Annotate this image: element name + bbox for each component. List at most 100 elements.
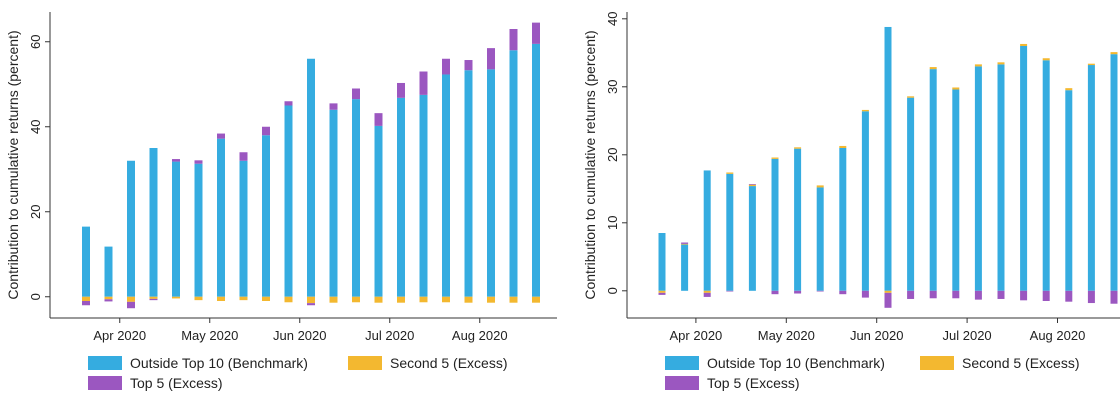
legend-label-second5: Second 5 (Excess)	[962, 355, 1080, 371]
y-axis-title: Contribution to cumulative returns (perc…	[582, 30, 598, 299]
x-tick-label: Jul 2020	[943, 328, 992, 343]
bar-benchmark	[748, 186, 756, 291]
bar-second5	[239, 296, 248, 301]
bar-second5	[1042, 58, 1050, 61]
bar-benchmark	[884, 26, 892, 291]
bar-top5	[929, 290, 937, 299]
bar-second5	[839, 145, 847, 148]
legend-swatch-top5	[665, 376, 699, 390]
bar-second5	[929, 67, 937, 70]
bar-second5	[262, 296, 270, 301]
bar-top5	[487, 48, 495, 70]
bar-benchmark	[104, 246, 113, 297]
legend-label-top5: Top 5 (Excess)	[130, 375, 223, 391]
bar-top5	[307, 303, 315, 306]
bar-second5	[861, 109, 869, 112]
bar-benchmark	[172, 161, 180, 297]
bar-benchmark	[952, 89, 960, 291]
bar-top5	[217, 133, 225, 139]
bar-second5	[816, 185, 824, 188]
bar-top5	[703, 292, 711, 297]
bar-second5	[884, 290, 892, 293]
bar-second5	[794, 147, 802, 149]
bar-second5	[194, 296, 203, 301]
bar-second5	[127, 296, 135, 302]
bar-top5	[82, 301, 90, 306]
bar-top5	[464, 60, 473, 71]
bar-second5	[172, 296, 180, 299]
bar-top5	[239, 152, 248, 161]
x-tick-label: May 2020	[181, 328, 238, 343]
bar-top5	[352, 88, 360, 100]
x-tick-label: Aug 2020	[452, 328, 508, 343]
bar-benchmark	[974, 66, 982, 291]
bar-top5	[442, 58, 450, 75]
bar-top5	[149, 298, 158, 301]
bar-second5	[658, 290, 666, 293]
bar-benchmark	[127, 160, 135, 297]
y-tick-label: 0	[605, 287, 620, 294]
bar-top5	[726, 290, 734, 292]
bar-benchmark	[217, 138, 225, 297]
bar-benchmark	[419, 94, 428, 297]
x-tick-label: May 2020	[758, 328, 815, 343]
bar-top5	[974, 290, 982, 300]
bar-benchmark	[929, 69, 937, 291]
bar-top5	[397, 82, 405, 98]
x-tick-label: Jun 2020	[273, 328, 327, 343]
y-tick-label: 20	[605, 148, 620, 162]
bar-top5	[794, 290, 802, 294]
bar-second5	[284, 296, 293, 303]
y-tick-label: 10	[605, 216, 620, 230]
bar-top5	[771, 290, 779, 295]
bar-benchmark	[397, 97, 405, 297]
legend-label-top5: Top 5 (Excess)	[707, 375, 800, 391]
bar-benchmark	[329, 109, 338, 297]
bar-benchmark	[839, 148, 847, 291]
bar-second5	[532, 296, 540, 303]
bar-second5	[997, 62, 1005, 65]
bar-top5	[284, 101, 293, 106]
bar-benchmark	[907, 97, 915, 291]
bar-second5	[419, 296, 428, 303]
bar-second5	[952, 87, 960, 90]
bar-second5	[974, 64, 982, 67]
bar-benchmark	[1087, 65, 1095, 291]
bar-second5	[217, 296, 225, 301]
x-tick-label: Apr 2020	[93, 328, 146, 343]
bar-benchmark	[82, 226, 90, 297]
bar-second5	[748, 184, 756, 187]
bar-top5	[172, 159, 180, 162]
bar-top5	[748, 184, 756, 185]
bar-top5	[681, 242, 689, 244]
y-axis-title: Contribution to cumulative returns (perc…	[5, 30, 21, 299]
bar-second5	[307, 296, 315, 304]
bar-top5	[127, 301, 135, 309]
bar-second5	[487, 296, 495, 303]
y-tick-label: 40	[28, 120, 43, 134]
bar-top5	[104, 299, 113, 302]
x-tick-label: Jun 2020	[850, 328, 904, 343]
legend-swatch-top5	[88, 376, 122, 390]
x-tick-label: Aug 2020	[1030, 328, 1086, 343]
bar-benchmark	[509, 50, 518, 297]
bar-second5	[1020, 43, 1028, 46]
bar-top5	[1087, 290, 1095, 304]
bar-top5	[861, 290, 869, 298]
bar-second5	[374, 296, 383, 303]
bar-benchmark	[703, 170, 711, 291]
bar-top5	[816, 290, 824, 292]
bar-benchmark	[726, 173, 734, 291]
bar-second5	[329, 296, 338, 303]
bar-benchmark	[284, 105, 293, 297]
bar-second5	[149, 296, 158, 299]
legend-label-benchmark: Outside Top 10 (Benchmark)	[707, 355, 885, 371]
bar-top5	[839, 290, 847, 295]
bar-top5	[884, 292, 892, 308]
bar-second5	[509, 296, 518, 303]
bar-second5	[82, 296, 90, 301]
bar-second5	[442, 296, 450, 303]
bar-top5	[329, 103, 338, 110]
bar-top5	[1042, 290, 1050, 301]
